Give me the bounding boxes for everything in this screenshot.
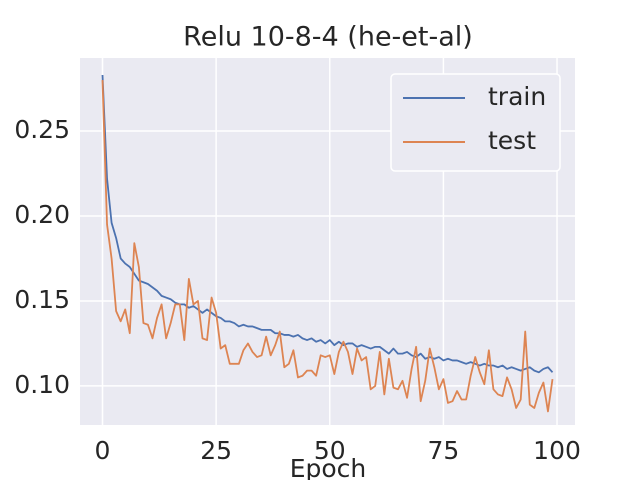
- x-tick-label: 25: [200, 436, 232, 465]
- legend-label: test: [488, 126, 536, 155]
- x-tick-label: 50: [314, 436, 346, 465]
- y-tick-label: 0.25: [14, 115, 70, 144]
- series-line: [101, 80, 554, 413]
- x-tick-label: 75: [428, 436, 460, 465]
- legend-label: train: [488, 82, 546, 111]
- y-tick-label: 0.10: [14, 370, 70, 399]
- x-tick-label: 0: [95, 436, 111, 465]
- lines: [101, 74, 554, 413]
- chart-title: Relu 10-8-4 (he-et-al): [183, 22, 473, 53]
- x-axis-label: Epoch: [290, 454, 367, 480]
- y-tick-label: 0.15: [14, 285, 70, 314]
- y-tick-label: 0.20: [14, 200, 70, 229]
- x-tick-label: 100: [533, 436, 581, 465]
